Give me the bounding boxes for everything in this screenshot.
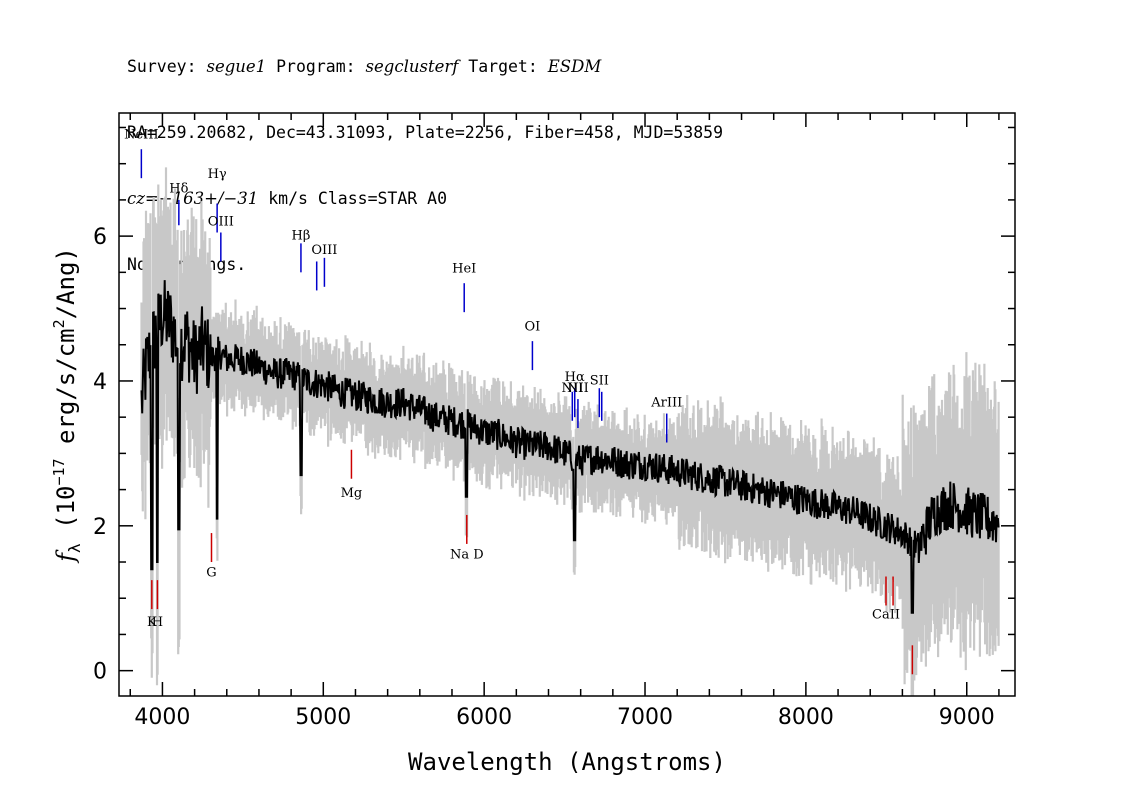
target-name: ESDM [547, 57, 602, 76]
line-label: CaII [872, 608, 900, 623]
x-axis-ticks: 4000 5000 6000 7000 8000 9000 [129, 113, 1000, 730]
y-tick-label: 6 [93, 225, 107, 250]
x-tick-label: 9000 [939, 705, 995, 730]
x-tick-label: 7000 [617, 705, 673, 730]
line-label: Hγ [208, 167, 227, 182]
line-label: HeI [452, 261, 476, 276]
x-tick-label: 5000 [295, 705, 351, 730]
plot-frame [118, 112, 1016, 697]
line-label: K [147, 615, 157, 630]
x-tick-label: 6000 [456, 705, 512, 730]
line-label: Na D [450, 547, 484, 562]
y-tick-label: 0 [93, 660, 107, 685]
survey-name: segue1 [206, 57, 267, 76]
spectrum-header: Survey: segue1 Program: segclusterf Targ… [127, 12, 723, 298]
error-band [140, 167, 1000, 696]
x-tick-label: 8000 [778, 705, 834, 730]
flux-series-line [140, 280, 1000, 614]
header-line-survey: Survey: segue1 Program: segclusterf Targ… [127, 57, 602, 76]
program-name: segclusterf [365, 57, 459, 76]
error-band-segments [140, 167, 1000, 696]
line-label: Mg [341, 486, 363, 501]
header-line-redshift: cz=−163+/−31 km/s Class=STAR A0 [127, 189, 448, 208]
line-label: OIII [311, 243, 337, 258]
x-axis-title: Wavelength (Angstroms) [408, 748, 726, 776]
cz-value: −163+/−31 [158, 189, 259, 208]
y-tick-label: 2 [93, 515, 107, 540]
y-tick-label: 4 [93, 370, 107, 395]
line-label: Hβ [292, 229, 311, 244]
line-label: SII [590, 374, 609, 389]
line-label: NeIII [124, 127, 158, 142]
line-label: Hδ [169, 182, 188, 197]
y-axis-ticks: 0 2 4 6 [93, 126, 1015, 685]
line-label: H [152, 615, 163, 630]
line-label: NII [567, 381, 589, 396]
line-label: OIII [208, 214, 234, 229]
line-label: G [206, 566, 216, 581]
line-label: NII [561, 381, 583, 396]
x-tick-label: 4000 [134, 705, 190, 730]
line-label: OI [525, 319, 541, 334]
line-label: Hα [565, 370, 585, 385]
line-label: ArIII [650, 395, 682, 410]
header-line-coordinates: RA=259.20682, Dec=43.31093, Plate=2256, … [127, 123, 724, 142]
y-axis-title: fλ (10−17 erg/s/cm2/Ang) [50, 247, 84, 564]
